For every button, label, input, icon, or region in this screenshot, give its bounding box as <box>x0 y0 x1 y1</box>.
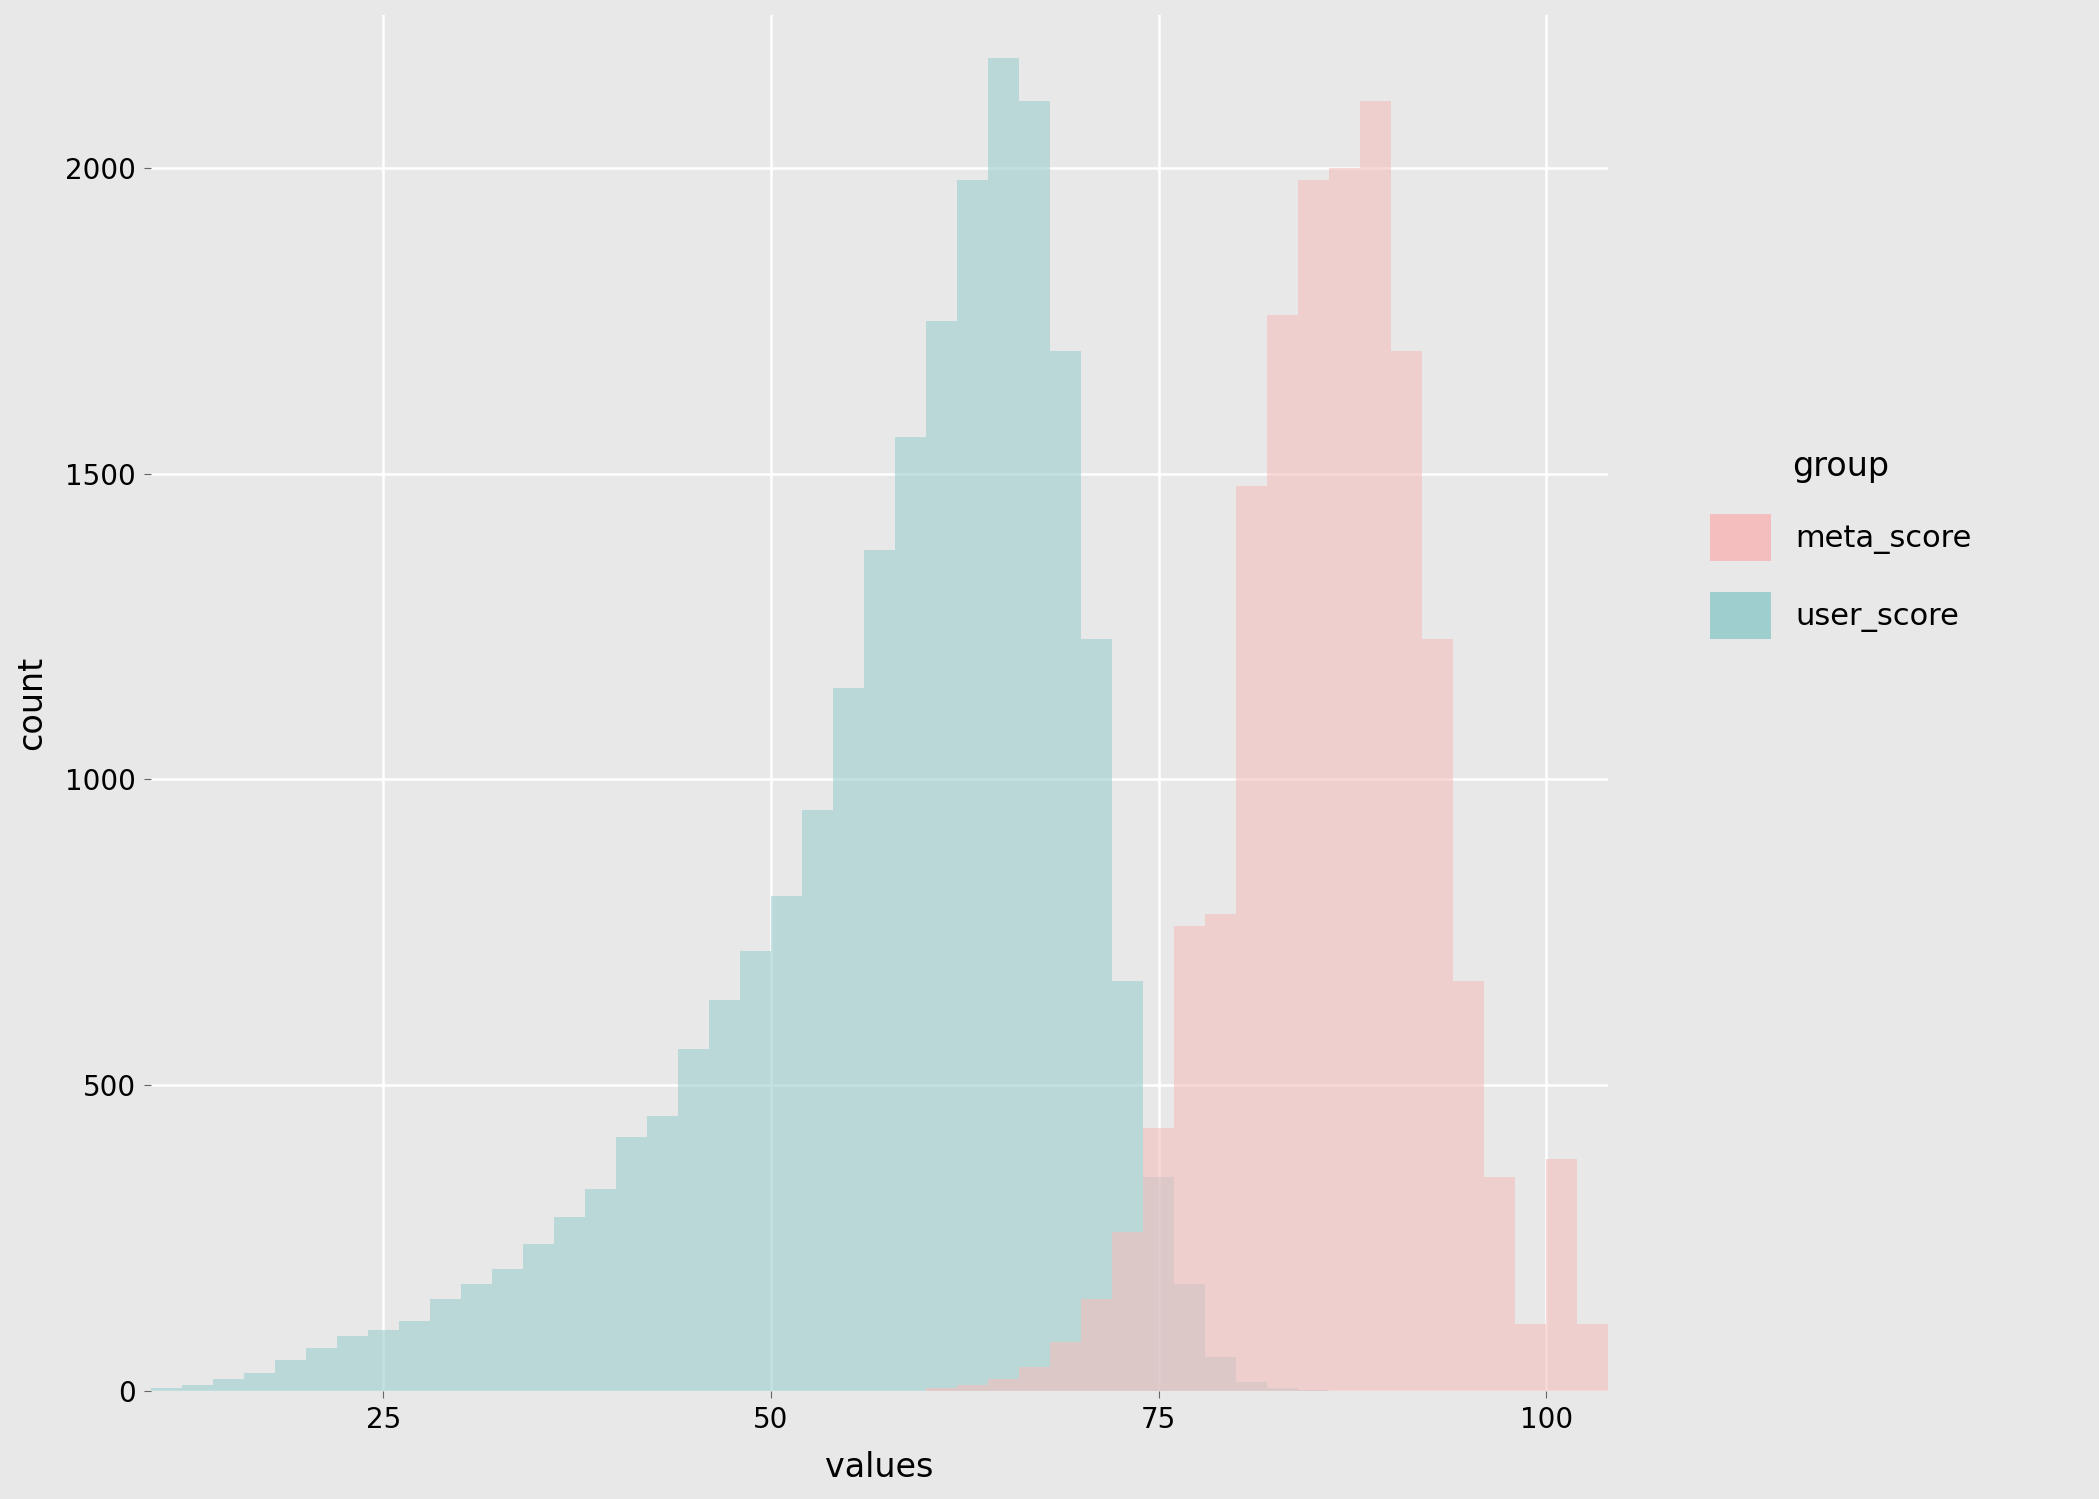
Bar <box>1144 1129 1173 1391</box>
Bar <box>1268 1388 1297 1391</box>
Bar <box>1205 1358 1236 1391</box>
Bar <box>894 438 926 1391</box>
Bar <box>989 58 1020 1391</box>
Bar <box>1453 982 1484 1391</box>
Bar <box>1392 351 1423 1391</box>
Bar <box>1081 1300 1112 1391</box>
Bar <box>336 1336 367 1391</box>
Bar <box>1112 982 1144 1391</box>
Bar <box>462 1285 491 1391</box>
Bar <box>1020 1367 1050 1391</box>
Bar <box>1205 914 1236 1391</box>
Bar <box>1144 1177 1173 1391</box>
Bar <box>586 1189 615 1391</box>
Bar <box>865 550 894 1391</box>
Bar <box>1297 180 1329 1391</box>
Bar <box>957 180 989 1391</box>
Bar <box>1268 315 1297 1391</box>
Bar <box>1081 639 1112 1391</box>
Bar <box>367 1330 399 1391</box>
Bar <box>306 1348 336 1391</box>
Bar <box>151 1388 183 1391</box>
Bar <box>523 1244 554 1391</box>
Bar <box>183 1385 212 1391</box>
Bar <box>491 1268 523 1391</box>
Bar <box>1608 1370 1639 1391</box>
Bar <box>1112 1232 1144 1391</box>
Bar <box>770 896 802 1391</box>
Bar <box>1236 486 1268 1391</box>
Bar <box>646 1115 678 1391</box>
Bar <box>615 1138 646 1391</box>
Bar <box>212 1379 243 1391</box>
Bar <box>399 1321 430 1391</box>
Bar <box>926 321 957 1391</box>
Bar <box>741 950 770 1391</box>
Bar <box>1050 1342 1081 1391</box>
Bar <box>1639 1388 1671 1391</box>
Bar <box>1484 1177 1515 1391</box>
Bar <box>926 1388 957 1391</box>
Bar <box>1173 926 1205 1391</box>
Bar <box>833 688 865 1391</box>
Bar <box>709 1000 741 1391</box>
Bar <box>554 1217 586 1391</box>
Bar <box>1236 1382 1268 1391</box>
Legend: meta_score, user_score: meta_score, user_score <box>1694 435 1988 654</box>
Y-axis label: count: count <box>15 657 48 750</box>
Bar <box>678 1049 709 1391</box>
Bar <box>802 809 833 1391</box>
X-axis label: values: values <box>825 1451 934 1484</box>
Bar <box>1576 1324 1608 1391</box>
Bar <box>243 1373 275 1391</box>
Bar <box>957 1385 989 1391</box>
Bar <box>989 1379 1020 1391</box>
Bar <box>1360 100 1392 1391</box>
Bar <box>1423 639 1453 1391</box>
Bar <box>1173 1285 1205 1391</box>
Bar <box>1050 351 1081 1391</box>
Bar <box>1547 1159 1576 1391</box>
Bar <box>1329 168 1360 1391</box>
Bar <box>275 1361 306 1391</box>
Bar <box>430 1300 462 1391</box>
Bar <box>1515 1324 1547 1391</box>
Bar <box>1020 100 1050 1391</box>
